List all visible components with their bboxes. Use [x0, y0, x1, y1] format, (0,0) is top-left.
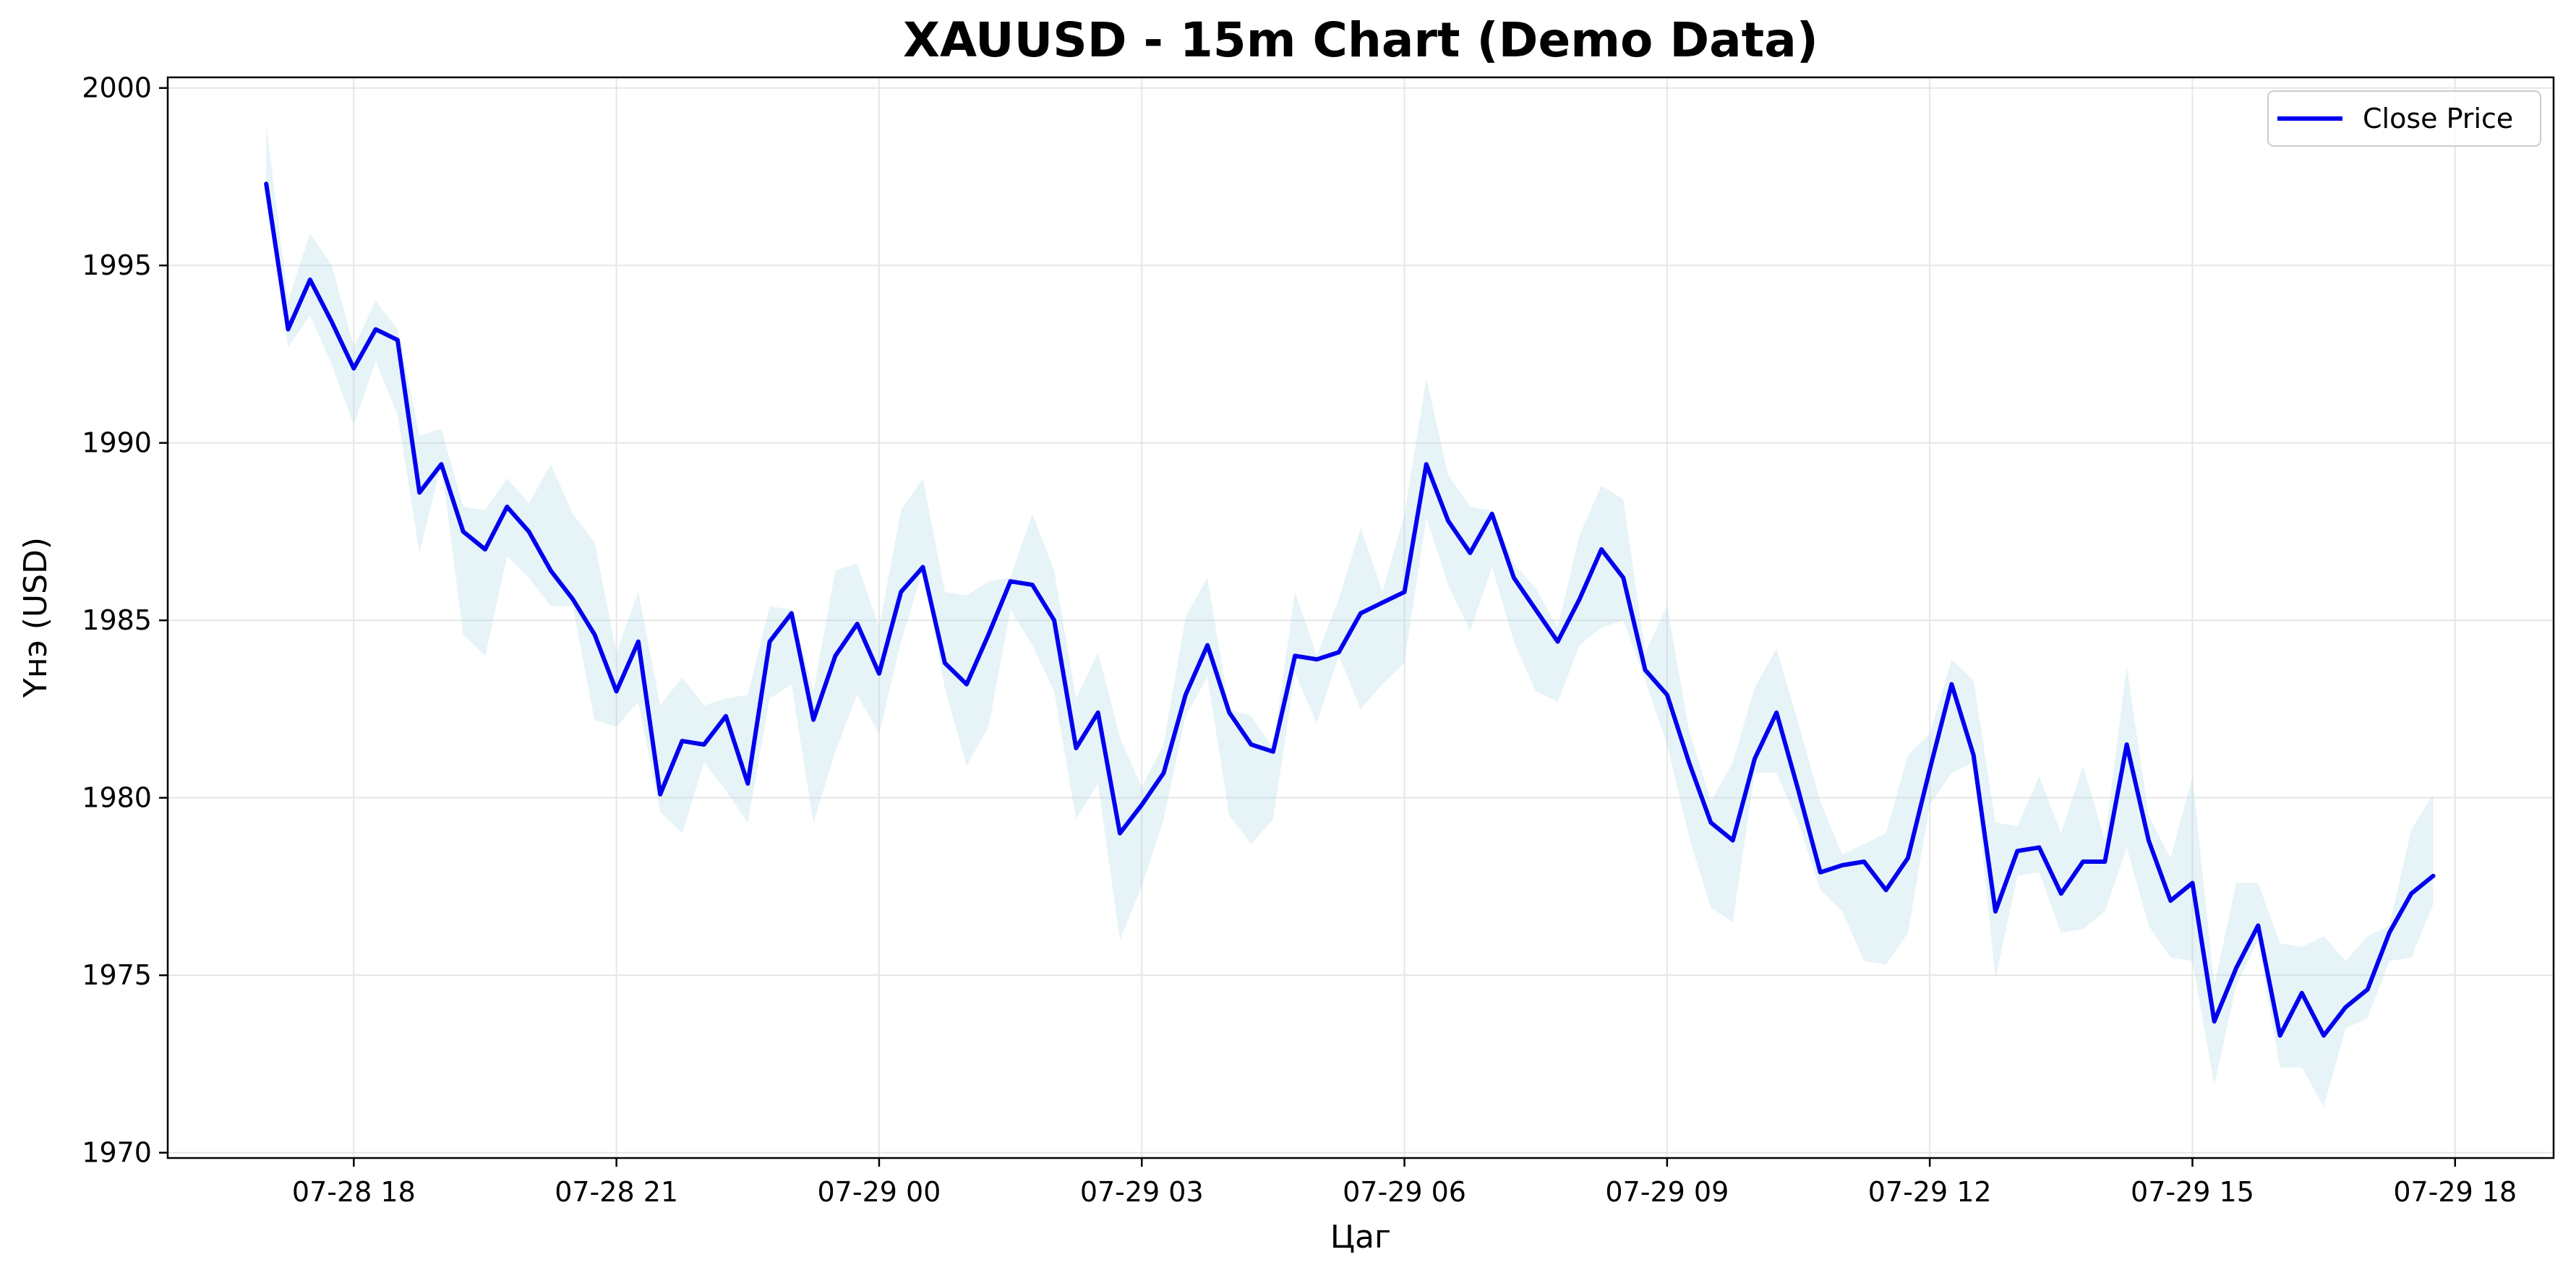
x-tick-label: 07-29 03	[1080, 1176, 1204, 1208]
y-axis-label: Үнэ (USD)	[17, 537, 54, 698]
x-tick-label: 07-29 06	[1343, 1176, 1466, 1208]
x-tick-label: 07-29 00	[818, 1176, 941, 1208]
y-tick-label: 1995	[82, 249, 152, 281]
axes-frame	[166, 76, 2555, 1159]
y-tick-label: 2000	[82, 72, 152, 104]
y-tick-label: 1990	[82, 427, 152, 459]
x-tick-label: 07-28 21	[555, 1176, 678, 1208]
y-tick-label: 1975	[82, 959, 152, 991]
y-tick-label: 1970	[82, 1137, 152, 1169]
x-gridlines	[353, 77, 2456, 1158]
x-tick-label: 07-29 18	[2393, 1176, 2517, 1208]
x-tick-label: 07-29 12	[1868, 1176, 1992, 1208]
x-axis-label: Цаг	[1330, 1219, 1391, 1256]
chart-title: XAUUSD - 15m Chart (Demo Data)	[903, 12, 1818, 68]
x-tick-label: 07-28 18	[292, 1176, 416, 1208]
legend-label-close-price: Close Price	[2363, 103, 2513, 134]
close-price-line	[264, 181, 2436, 1038]
y-gridlines	[168, 87, 2554, 1154]
legend: Close Price	[2267, 90, 2541, 147]
price-range-band	[266, 123, 2434, 1107]
x-tick-label: 07-29 09	[1605, 1176, 1729, 1208]
legend-box	[2267, 90, 2541, 147]
x-tick-label: 07-29 15	[2131, 1176, 2254, 1208]
y-tick-label: 1980	[82, 782, 152, 814]
x-axis-ticks: 07-28 18 07-28 21 07-29 00 07-29 03 07-29 06…	[292, 1158, 2517, 1208]
y-axis-ticks: 1970 1975 1980 1985 1990 1995 2000	[82, 72, 168, 1169]
y-tick-label: 1985	[82, 604, 152, 636]
